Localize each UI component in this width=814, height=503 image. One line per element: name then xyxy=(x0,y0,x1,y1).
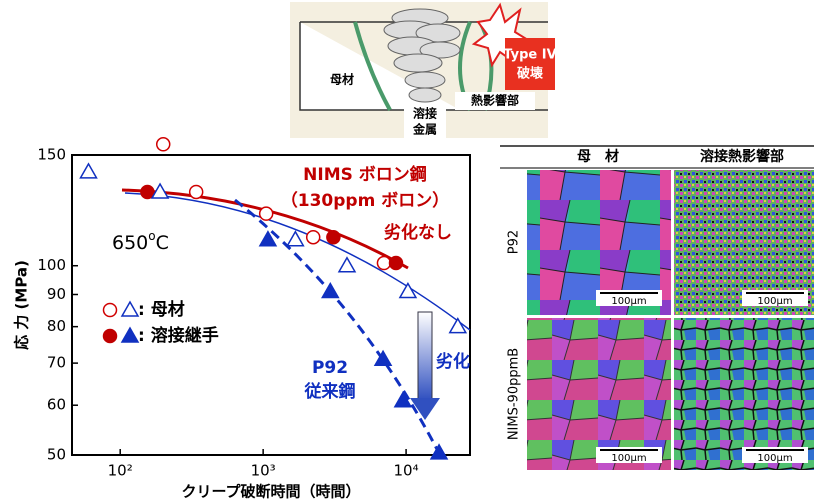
base-label: 母材 xyxy=(330,72,354,87)
point xyxy=(258,206,274,221)
arrow xyxy=(410,398,440,420)
annotation: 劣化なし xyxy=(384,222,452,243)
annotation: 650oC xyxy=(112,229,169,254)
row-label: P92 xyxy=(507,230,522,254)
y-axis-label: 応 力 (MPa) xyxy=(13,260,31,350)
point xyxy=(155,137,171,152)
annotation: NIMS ボロン鋼 xyxy=(303,164,427,185)
point xyxy=(120,300,140,317)
annotation: P92 xyxy=(312,358,348,378)
point xyxy=(448,317,468,334)
arrow xyxy=(417,311,433,401)
point xyxy=(388,255,404,271)
x-tick-label: 10⁴ xyxy=(394,462,419,480)
row-label: NIMS-90ppmB xyxy=(507,348,522,440)
point xyxy=(373,349,393,366)
chart: 150 100 90 80 70 60 50 10² 10³ 10⁴ クリープ破断時間（時間） 応 力… xyxy=(13,137,471,501)
failure-box xyxy=(505,38,555,90)
y-tick-label: 80 xyxy=(47,317,66,335)
micrograph: 母 材 溶接熱影響部 P92 NIMS-90ppmB 100μm 100μm100… xyxy=(500,145,814,470)
annotation: 劣化 xyxy=(436,351,470,372)
scale-bar-label: 100μm xyxy=(757,296,792,307)
fit-curve xyxy=(124,192,471,331)
point xyxy=(102,302,118,318)
point xyxy=(150,182,170,199)
point xyxy=(429,443,449,460)
scale-bar-label: 100μm xyxy=(611,453,646,464)
point xyxy=(120,326,140,343)
point xyxy=(286,230,305,247)
point xyxy=(140,184,155,200)
scale-bar-label: 100μm xyxy=(611,296,646,307)
failure-label: 破壊 xyxy=(517,66,544,82)
y-tick-label: 90 xyxy=(47,285,66,303)
point xyxy=(321,281,340,299)
point xyxy=(258,230,278,247)
legend-label: : 溶接継手 xyxy=(138,325,219,346)
point xyxy=(376,255,392,271)
annotation: 従来鋼 xyxy=(304,381,356,402)
weld-beads xyxy=(383,8,461,103)
annotation-part: C xyxy=(156,232,169,254)
image xyxy=(527,318,671,470)
point xyxy=(188,184,204,200)
y-tick-label: 70 xyxy=(47,354,66,372)
failure-label: Type IV xyxy=(503,48,556,63)
label-bg xyxy=(404,104,446,140)
x-axis-label: クリープ破断時間（時間） xyxy=(181,483,360,501)
point xyxy=(393,391,413,408)
y-tick-label: 50 xyxy=(47,446,66,464)
weld-label: 溶接 xyxy=(413,106,437,121)
column-header: 溶接熱影響部 xyxy=(700,148,784,165)
column-header: 母 材 xyxy=(577,148,619,165)
point xyxy=(79,162,98,179)
annotation-part: o xyxy=(148,229,155,243)
x-tick-label: 10³ xyxy=(251,462,276,480)
label-bg xyxy=(455,92,535,110)
image xyxy=(674,318,814,470)
fit-curve xyxy=(234,198,442,456)
point xyxy=(102,328,118,344)
point xyxy=(398,281,418,299)
annotation: （130ppm ボロン） xyxy=(281,190,449,211)
scale-bars: 100μm 100μm 100μm 100μm xyxy=(596,290,808,464)
y-tick-label: 60 xyxy=(47,396,66,414)
legend-label: : 母材 xyxy=(138,299,185,320)
point xyxy=(305,229,321,245)
point xyxy=(337,256,357,273)
haz-label: 熱影響部 xyxy=(471,93,519,108)
y-tick-label: 150 xyxy=(37,146,66,164)
annotation-part: 650 xyxy=(112,232,148,254)
weld-diagram: Type IV 破壊 母材 溶接 金属 熱影響部 xyxy=(290,2,557,140)
weld-label: 金属 xyxy=(412,122,437,137)
point xyxy=(326,229,341,245)
y-tick-label: 100 xyxy=(37,256,66,274)
scale-bar-label: 100μm xyxy=(757,453,792,464)
x-tick-label: 10² xyxy=(108,462,133,480)
